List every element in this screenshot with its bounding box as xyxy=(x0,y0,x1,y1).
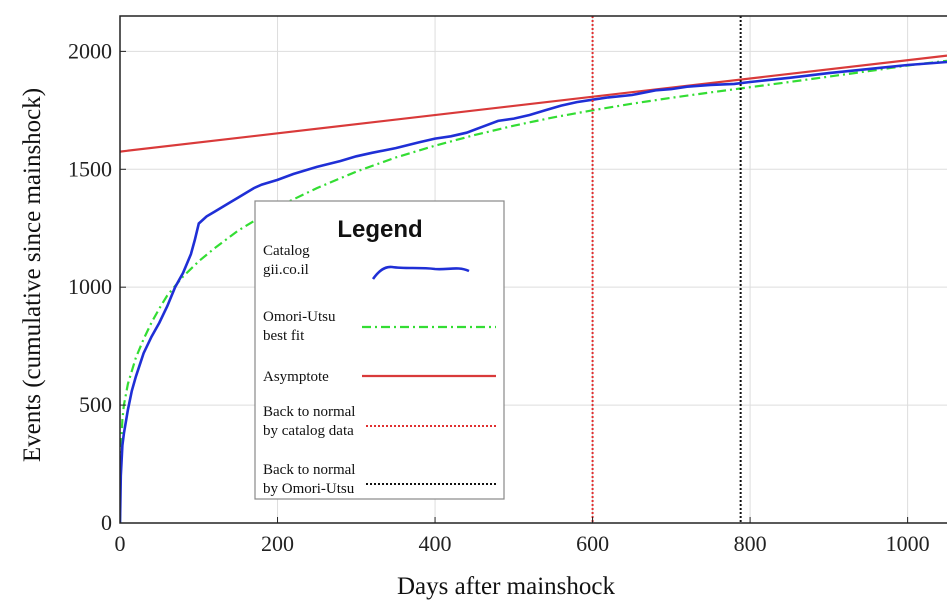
y-tick-label: 1500 xyxy=(68,156,112,181)
x-tick-label: 200 xyxy=(261,531,294,556)
legend-sample-catalog xyxy=(371,265,470,280)
x-tick-label: 800 xyxy=(734,531,767,556)
grid xyxy=(119,16,947,524)
x-tick-label: 1000 xyxy=(886,531,930,556)
legend-entry-label: Back to normal xyxy=(263,404,355,420)
vline-layer xyxy=(591,16,742,523)
x-tick-label: 0 xyxy=(115,531,126,556)
legend-entries: Catalog gii.co.il Omori-Utsu best fit Asympt… xyxy=(263,243,496,497)
series-omori xyxy=(120,59,947,523)
legend-entry-label: Catalog xyxy=(263,243,310,259)
legend-box xyxy=(254,200,505,500)
ticks: 0 200 400 600 800 1000 0 500 1000 1500 2000 xyxy=(68,38,930,556)
legend-entry-label: by catalog data xyxy=(263,423,354,439)
legend-entry-label: best fit xyxy=(263,328,305,344)
x-axis-label: Days after mainshock xyxy=(397,573,615,600)
legend: Legend Catalog gii.co.il Omori-Utsu best fi… xyxy=(254,200,505,500)
series-catalog xyxy=(120,60,947,523)
x-tick-label: 600 xyxy=(576,531,609,556)
series-layer xyxy=(120,54,947,523)
y-axis-label: Events (cumulative since mainshock) xyxy=(19,88,46,462)
legend-entry-label: Back to normal xyxy=(263,462,355,478)
legend-entry-label: gii.co.il xyxy=(263,262,309,278)
legend-entry-label: by Omori-Utsu xyxy=(263,481,355,497)
y-tick-label: 2000 xyxy=(68,38,112,63)
y-tick-label: 1000 xyxy=(68,274,112,299)
legend-entry-label: Omori-Utsu xyxy=(263,309,336,325)
y-tick-label: 0 xyxy=(101,510,112,535)
x-tick-label: 400 xyxy=(419,531,452,556)
legend-title: Legend xyxy=(337,216,422,243)
legend-entry-label: Asymptote xyxy=(263,369,329,385)
y-tick-label: 500 xyxy=(79,392,112,417)
plot-frame xyxy=(119,15,947,524)
series-asymptote xyxy=(120,54,947,153)
